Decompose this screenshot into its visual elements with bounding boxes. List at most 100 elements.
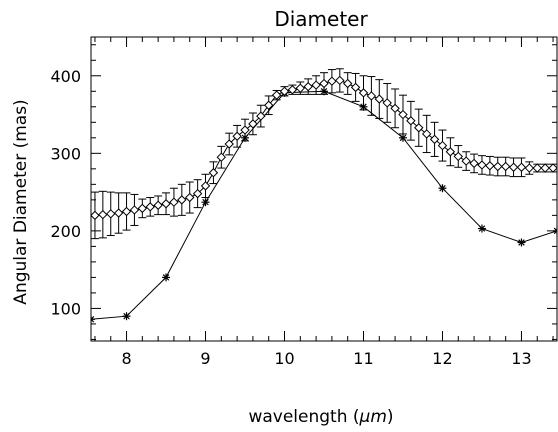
plot-frame — [90, 36, 558, 342]
asterisk-point — [438, 184, 447, 193]
asterisk-point — [91, 315, 95, 324]
diamond-point — [256, 111, 266, 121]
diamond-point — [113, 208, 124, 218]
diamond-point — [287, 85, 298, 95]
asterisk-stroke — [123, 312, 130, 320]
asterisk-point — [201, 198, 210, 207]
diamond-point — [279, 86, 290, 96]
diamond-point — [303, 81, 313, 92]
x-tick-label: 11 — [353, 349, 373, 368]
diamond-point — [240, 125, 250, 135]
diamond-point — [208, 168, 219, 178]
diamond-point — [264, 100, 274, 110]
diamond-point — [358, 88, 369, 98]
diamond-point — [169, 197, 179, 207]
diamond-point — [461, 156, 471, 166]
diamond-point — [524, 163, 535, 173]
x-axis-label: wavelength (μm) — [248, 407, 393, 427]
x-tick-label: 8 — [121, 349, 131, 368]
diamond-point — [532, 163, 542, 173]
x-axis-label-suffix: ) — [387, 407, 394, 427]
diamond-point — [493, 161, 503, 172]
diamond-point — [508, 162, 519, 172]
diamond-point — [327, 76, 337, 86]
asterisk-point — [477, 224, 486, 233]
asterisk-stroke — [518, 239, 525, 246]
diamond-point — [192, 188, 203, 199]
x-axis-label-unit: μm — [359, 407, 387, 427]
diamond-point — [248, 119, 258, 129]
y-tick-label: 200 — [50, 222, 81, 241]
asterisk-stroke — [553, 230, 557, 235]
diamond-point — [216, 152, 227, 162]
diamond-point — [335, 75, 345, 86]
asterisk-stroke — [399, 134, 407, 142]
x-tick-label: 12 — [432, 349, 452, 368]
diamond-point — [477, 160, 487, 170]
series-line — [94, 79, 554, 216]
diamond-point — [374, 94, 384, 104]
diamond-point — [224, 139, 234, 149]
asterisk-stroke — [91, 318, 95, 323]
diamond-point — [121, 206, 132, 217]
diamond-point — [429, 134, 440, 145]
asterisk-stroke — [162, 274, 170, 281]
diamond-point — [319, 78, 329, 89]
asterisk-point — [162, 273, 171, 282]
diamond-point — [453, 151, 463, 162]
diamond-point — [232, 131, 242, 141]
diamond-point — [406, 116, 416, 126]
plot-area: 8 9 10 11 12 13 100 200 300 400 — [50, 37, 557, 368]
diamond-point — [421, 129, 432, 139]
diamond-point — [200, 181, 211, 191]
x-tick-label: 10 — [274, 349, 294, 368]
diamond-point — [106, 209, 116, 219]
y-tick-label: 100 — [50, 299, 81, 318]
diamond-point — [398, 109, 408, 120]
diamond-point — [98, 209, 108, 220]
diamond-point — [91, 210, 100, 221]
diamond-point — [516, 162, 527, 172]
asterisk-stroke — [202, 198, 209, 206]
asterisk-stroke — [439, 184, 446, 192]
x-tick-label: 9 — [200, 349, 210, 368]
diamond-point — [382, 98, 392, 108]
diamond-point — [129, 205, 140, 215]
diamond-point — [485, 161, 495, 171]
diamond-point — [469, 158, 479, 169]
diamond-point — [342, 78, 353, 89]
diamond-point — [437, 140, 448, 151]
asterisk-point — [517, 238, 526, 247]
diamond-point — [185, 192, 195, 203]
asterisk-point — [553, 226, 557, 235]
y-tick-label: 400 — [50, 67, 81, 86]
asterisk-stroke — [478, 225, 486, 232]
diamond-point — [137, 203, 148, 214]
diamond-point — [366, 91, 377, 101]
diamond-point — [271, 90, 282, 100]
diamond-point — [153, 200, 163, 210]
diamond-point — [145, 202, 155, 212]
y-axis-label: Angular Diameter (mas) — [11, 99, 31, 304]
diamond-point — [414, 123, 424, 133]
asterisk-stroke — [91, 316, 95, 321]
diamond-point — [311, 80, 321, 90]
diamond-point — [295, 83, 306, 93]
diamond-point — [500, 161, 511, 172]
diamond-point — [161, 199, 171, 209]
x-tick-label: 13 — [511, 349, 531, 368]
diamond-point — [548, 163, 557, 173]
diamond-point — [540, 163, 550, 173]
diamond-point — [390, 103, 400, 114]
series-diamond — [91, 68, 557, 240]
y-tick-label: 300 — [50, 144, 81, 163]
asterisk-point — [122, 312, 131, 321]
chart-title: Diameter — [274, 7, 368, 31]
asterisk-point — [398, 133, 407, 142]
diamond-point — [350, 82, 361, 93]
asterisk-stroke — [553, 227, 557, 232]
diamond-point — [177, 195, 187, 205]
x-axis-label-prefix: wavelength ( — [248, 407, 359, 427]
diamond-point — [445, 147, 456, 157]
